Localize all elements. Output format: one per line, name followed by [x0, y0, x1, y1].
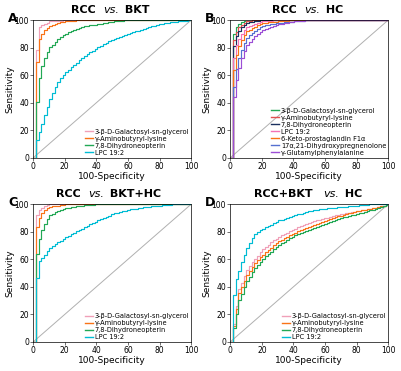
Y-axis label: Sensitivity: Sensitivity — [203, 249, 212, 297]
Text: A: A — [8, 12, 18, 25]
Legend: 3-β-D-Galactosyl-sn-glycerol, γ-Aminobutyryl-lysine, 7,8-Dihydroneopterin, LPC 1: 3-β-D-Galactosyl-sn-glycerol, γ-Aminobut… — [270, 107, 387, 157]
X-axis label: 100-Specificity: 100-Specificity — [78, 173, 146, 181]
Text: RCC: RCC — [57, 189, 85, 199]
Text: C: C — [8, 196, 17, 209]
Text: BKT: BKT — [121, 5, 150, 15]
Y-axis label: Sensitivity: Sensitivity — [203, 65, 212, 113]
Y-axis label: Sensitivity: Sensitivity — [6, 65, 14, 113]
Text: vs.: vs. — [89, 189, 104, 199]
X-axis label: 100-Specificity: 100-Specificity — [275, 173, 343, 181]
Text: RCC+BKT: RCC+BKT — [253, 189, 316, 199]
Text: D: D — [205, 196, 215, 209]
Text: vs.: vs. — [304, 5, 320, 15]
Legend: 3-β-D-Galactosyl-sn-glycerol, γ-Aminobutyryl-lysine, 7,8-Dihydroneopterin, LPC 1: 3-β-D-Galactosyl-sn-glycerol, γ-Aminobut… — [84, 128, 190, 157]
X-axis label: 100-Specificity: 100-Specificity — [78, 357, 146, 365]
Text: HC: HC — [341, 189, 363, 199]
Text: B: B — [205, 12, 215, 25]
Text: RCC: RCC — [71, 5, 100, 15]
Y-axis label: Sensitivity: Sensitivity — [6, 249, 14, 297]
Text: RCC: RCC — [272, 5, 301, 15]
Legend: 3-β-D-Galactosyl-sn-glycerol, γ-Aminobutyryl-lysine, 7,8-Dihydroneopterin, LPC 1: 3-β-D-Galactosyl-sn-glycerol, γ-Aminobut… — [84, 312, 190, 341]
Text: vs.: vs. — [103, 5, 119, 15]
Text: HC: HC — [322, 5, 344, 15]
Text: vs.: vs. — [324, 189, 339, 199]
X-axis label: 100-Specificity: 100-Specificity — [275, 357, 343, 365]
Text: BKT+HC: BKT+HC — [106, 189, 161, 199]
Legend: 3-β-D-Galactosyl-sn-glycerol, γ-Aminobutyryl-lysine, 7,8-Dihydroneopterin, LPC 1: 3-β-D-Galactosyl-sn-glycerol, γ-Aminobut… — [281, 312, 387, 341]
